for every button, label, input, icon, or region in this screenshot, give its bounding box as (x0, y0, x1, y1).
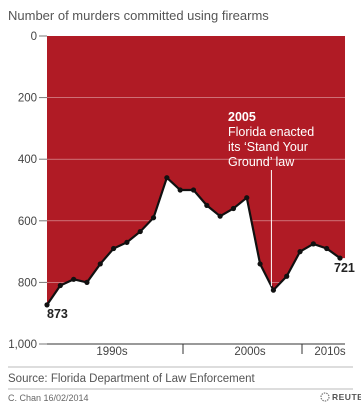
data-point (177, 187, 183, 193)
y-tick-label: 800 (18, 277, 37, 289)
data-point (190, 187, 197, 193)
gridlines (47, 97, 345, 283)
data-point (44, 302, 50, 308)
data-point (324, 245, 330, 252)
era-label-2000s: 2000s (234, 346, 266, 358)
data-point (310, 241, 316, 247)
data-point (71, 276, 77, 282)
data-point (204, 202, 210, 208)
y-tick-label: 600 (18, 216, 37, 228)
data-point (164, 175, 170, 181)
reuters-logo-icon (320, 392, 330, 402)
y-tick-label: 1,000 (8, 339, 37, 351)
data-point (97, 261, 103, 267)
data-point (270, 287, 277, 293)
reuters-logo: REUTERS (320, 392, 361, 402)
y-axis-ticks: 0 200 400 600 800 1,000 (8, 31, 47, 351)
data-points (44, 175, 343, 308)
credit-text: C. Chan 16/02/2014 (8, 393, 89, 403)
reuters-logo-text: REUTERS (332, 392, 361, 402)
annotation-line-2: its ‘Stand Your (228, 140, 308, 154)
data-point (124, 239, 130, 245)
data-point (57, 282, 63, 289)
annotation-year: 2005 (228, 110, 256, 124)
chart-title: Number of murders committed using firear… (8, 8, 269, 23)
era-label-2010s: 2010s (314, 346, 346, 358)
data-point (150, 215, 157, 221)
end-value-label: 721 (334, 261, 355, 275)
start-value-label: 873 (47, 307, 68, 321)
data-point (257, 261, 263, 267)
y-tick-label: 0 (31, 31, 37, 43)
source-text: Source: Florida Department of Law Enforc… (8, 373, 256, 385)
data-point (110, 245, 117, 252)
annotation-line-1: Florida enacted (228, 125, 314, 139)
y-tick-label: 200 (18, 93, 37, 105)
data-point (337, 255, 343, 261)
data-point (244, 195, 250, 201)
data-point (230, 205, 237, 212)
annotation-line-3: Ground’ law (228, 155, 295, 169)
data-point (297, 249, 303, 255)
era-label-1990s: 1990s (96, 346, 128, 358)
data-point (217, 213, 223, 219)
data-point (84, 279, 90, 285)
data-point (284, 273, 290, 279)
data-point (137, 228, 143, 235)
y-tick-label: 400 (18, 154, 37, 166)
area-fill (47, 36, 345, 305)
